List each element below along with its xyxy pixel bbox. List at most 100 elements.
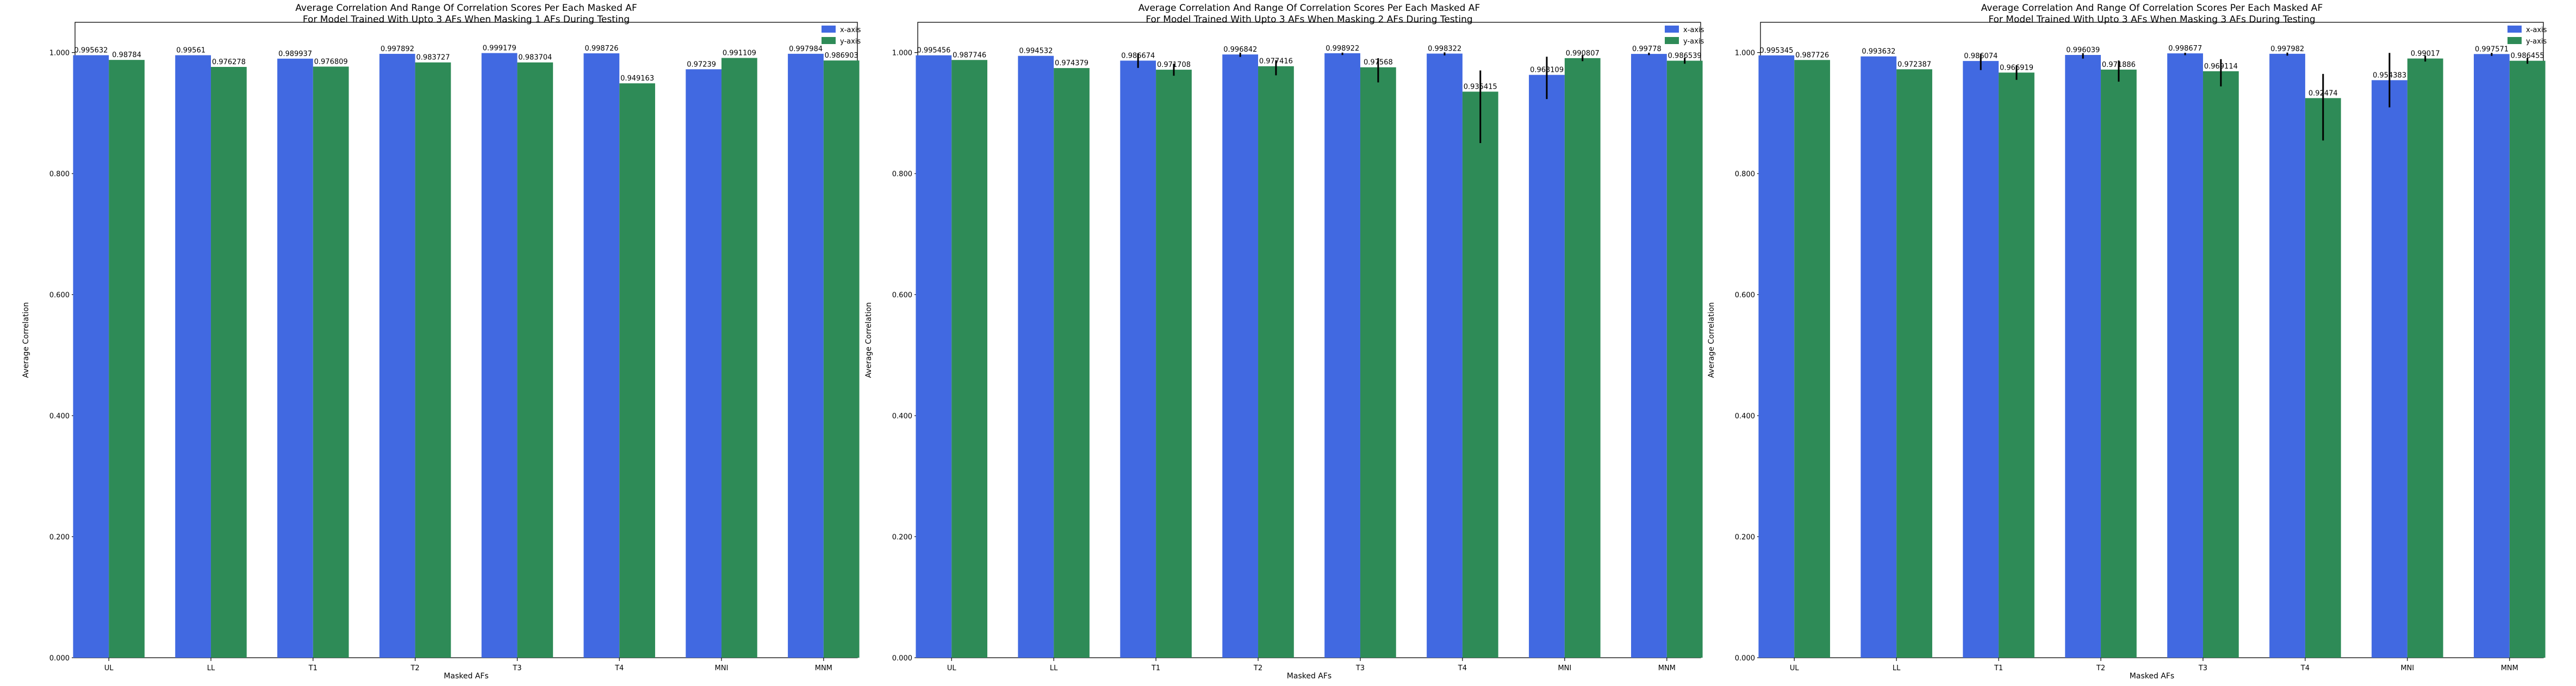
- data-label-y-axis-T4: 0.935415: [1464, 83, 1497, 91]
- y-tick-label: 0.800: [1735, 170, 1755, 178]
- data-label-x-axis-MNI: 0.954383: [2373, 71, 2406, 79]
- bar-y-axis-LL: [1896, 69, 1932, 658]
- y-tick-label: 1.000: [1735, 50, 1755, 58]
- x-axis-label: Masked AFs: [2130, 672, 2174, 681]
- bar-y-axis-T4: [2305, 98, 2341, 658]
- y-tick-label: 0.200: [1735, 534, 1755, 542]
- bar-x-axis-LL: [175, 55, 211, 658]
- x-tick-label: T3: [512, 664, 521, 672]
- bar-y-axis-MNI: [2407, 58, 2443, 658]
- bar-y-axis-T3: [517, 62, 553, 658]
- bar-x-axis-UL: [73, 55, 109, 658]
- bar-y-axis-T2: [2101, 69, 2137, 658]
- legend-label-x-axis: x-axis: [840, 26, 861, 34]
- bar-x-axis-T3: [1324, 53, 1360, 658]
- data-label-x-axis-T4: 0.998322: [1428, 45, 1461, 53]
- legend-swatch-x-axis: [2507, 26, 2522, 33]
- bar-y-axis-T1: [313, 66, 349, 658]
- x-tick-label: UL: [947, 664, 957, 672]
- legend-label-x-axis: x-axis: [2526, 26, 2547, 34]
- data-label-y-axis-MNI: 0.991109: [723, 50, 756, 58]
- data-label-y-axis-MNI: 0.99017: [2411, 50, 2440, 58]
- legend-label-y-axis: y-axis: [2526, 38, 2547, 46]
- data-label-y-axis-MNI: 0.990807: [1566, 50, 1600, 58]
- x-tick-label: T4: [614, 664, 624, 672]
- data-label-x-axis-T3: 0.999179: [483, 45, 517, 53]
- bar-y-axis-MNM: [2509, 60, 2546, 658]
- bar-x-axis-T1: [1963, 61, 1999, 658]
- bar-y-axis-UL: [1794, 60, 1830, 658]
- legend-swatch-x-axis: [1665, 26, 1679, 33]
- data-label-y-axis-T2: 0.983727: [416, 54, 450, 62]
- data-label-x-axis-T1: 0.986074: [1964, 52, 1998, 60]
- data-label-x-axis-T2: 0.996039: [2066, 46, 2100, 54]
- y-tick-label: 0.400: [49, 412, 70, 421]
- data-label-y-axis-T3: 0.97568: [1364, 59, 1393, 67]
- x-tick-label: T4: [2300, 664, 2310, 672]
- bar-y-axis-UL: [951, 60, 987, 658]
- data-label-x-axis-LL: 0.99561: [176, 47, 206, 55]
- x-tick-label: T2: [2096, 664, 2105, 672]
- bar-x-axis-T2: [379, 53, 415, 658]
- x-tick-label: T2: [410, 664, 419, 672]
- data-label-y-axis-T3: 0.969114: [2204, 63, 2238, 71]
- legend-swatch-y-axis: [1665, 37, 1679, 44]
- y-tick-label: 0.000: [1735, 654, 1755, 663]
- data-label-x-axis-MNI: 0.963109: [1530, 66, 1564, 75]
- chart-panel-3: Average Correlation And Range Of Correla…: [1707, 3, 2547, 681]
- bar-y-axis-T2: [415, 62, 451, 658]
- legend-label-x-axis: x-axis: [1683, 26, 1704, 34]
- legend-label-y-axis: y-axis: [1683, 38, 1704, 46]
- bar-y-axis-T3: [2202, 71, 2239, 658]
- chart-title-line-2: For Model Trained With Upto 3 AFs When M…: [1988, 14, 2315, 25]
- data-label-x-axis-T4: 0.997982: [2270, 45, 2304, 53]
- x-tick-label: LL: [1050, 664, 1058, 672]
- bar-x-axis-LL: [1861, 56, 1897, 658]
- bar-x-axis-MNM: [1631, 54, 1667, 658]
- data-label-y-axis-LL: 0.972387: [1897, 60, 1931, 69]
- bar-x-axis-MNM: [2474, 54, 2510, 658]
- bar-y-axis-MNM: [823, 60, 860, 658]
- x-tick-label: MNM: [1658, 664, 1676, 672]
- bar-x-axis-T2: [2065, 55, 2101, 658]
- y-tick-label: 0.600: [49, 292, 70, 300]
- x-tick-label: MNM: [815, 664, 832, 672]
- legend-swatch-x-axis: [822, 26, 836, 33]
- data-label-y-axis-T3: 0.983704: [518, 54, 552, 62]
- x-tick-label: T1: [308, 664, 318, 672]
- data-label-x-axis-MNI: 0.97239: [687, 60, 716, 69]
- data-label-y-axis-T4: 0.92474: [2309, 89, 2338, 97]
- chart-title-line-1: Average Correlation And Range Of Correla…: [1981, 3, 2323, 14]
- bar-y-axis-T2: [1258, 66, 1294, 658]
- data-label-y-axis-T4: 0.949163: [620, 75, 654, 83]
- data-label-x-axis-T4: 0.998726: [584, 45, 618, 53]
- y-axis-label: Average Correlation: [864, 302, 873, 378]
- y-tick-label: 1.000: [49, 50, 70, 58]
- bar-x-axis-UL: [916, 55, 952, 658]
- bar-y-axis-LL: [1054, 68, 1090, 658]
- y-tick-label: 0.200: [892, 534, 912, 542]
- x-tick-label: T1: [1994, 664, 2003, 672]
- bar-y-axis-T3: [1360, 67, 1396, 658]
- bar-x-axis-T3: [481, 53, 518, 658]
- bar-x-axis-MNI: [1529, 75, 1565, 658]
- x-tick-label: LL: [207, 664, 215, 672]
- bar-x-axis-MNI: [686, 69, 722, 658]
- x-axis-label: Masked AFs: [1287, 672, 1331, 681]
- x-tick-label: LL: [1893, 664, 1901, 672]
- legend: x-axis y-axis: [2507, 26, 2547, 46]
- data-label-x-axis-T3: 0.998922: [1326, 45, 1359, 53]
- y-tick-label: 0.600: [892, 292, 912, 300]
- y-tick-label: 0.800: [49, 170, 70, 178]
- bar-y-axis-MNI: [1564, 58, 1601, 658]
- chart-title-line-1: Average Correlation And Range Of Correla…: [295, 3, 637, 14]
- chart-panel-2: Average Correlation And Range Of Correla…: [864, 3, 1704, 681]
- chart-title-line-2: For Model Trained With Upto 3 AFs When M…: [303, 14, 630, 25]
- data-label-y-axis-LL: 0.974379: [1055, 59, 1088, 67]
- data-label-x-axis-T3: 0.998677: [2168, 45, 2202, 53]
- y-tick-label: 0.800: [892, 170, 912, 178]
- data-label-y-axis-T2: 0.977416: [1259, 58, 1293, 66]
- bar-x-axis-MNI: [2372, 80, 2407, 658]
- bar-y-axis-T4: [619, 83, 655, 658]
- chart-title-line-1: Average Correlation And Range Of Correla…: [1138, 3, 1480, 14]
